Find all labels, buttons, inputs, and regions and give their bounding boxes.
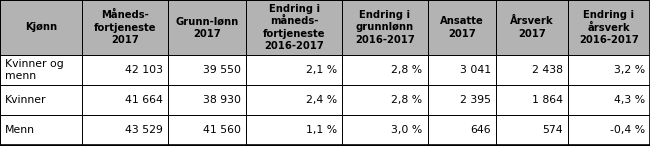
Bar [83,85,168,115]
Bar [496,55,567,85]
Text: 42 103: 42 103 [125,65,163,75]
Bar [428,85,496,115]
Text: Årsverk
2017: Årsverk 2017 [510,16,554,39]
Text: Ansatte
2017: Ansatte 2017 [440,16,484,39]
Text: 1 864: 1 864 [532,95,562,105]
Text: 2 438: 2 438 [532,65,562,75]
Text: 2,8 %: 2,8 % [391,65,423,75]
Text: 1,1 %: 1,1 % [306,125,337,135]
Text: 41 664: 41 664 [125,95,163,105]
Bar [83,55,168,85]
Text: Endring i
grunnlønn
2016-2017: Endring i grunnlønn 2016-2017 [355,10,415,45]
Text: Endring i
måneds-
fortjeneste
2016-2017: Endring i måneds- fortjeneste 2016-2017 [263,4,326,51]
Text: 646: 646 [470,125,491,135]
Bar [83,0,168,55]
Text: Måneds-
fortjeneste
2017: Måneds- fortjeneste 2017 [94,10,157,45]
Text: Endring i
årsverk
2016-2017: Endring i årsverk 2016-2017 [579,10,639,45]
Bar [496,85,567,115]
Bar [567,0,650,55]
Bar [246,85,343,115]
Text: Grunn-lønn
2017: Grunn-lønn 2017 [176,16,239,39]
Bar [428,55,496,85]
Bar [343,85,428,115]
Bar [246,0,343,55]
Bar [428,115,496,145]
Text: 3,2 %: 3,2 % [614,65,645,75]
Bar [168,0,246,55]
Text: 3 041: 3 041 [460,65,491,75]
Bar [168,85,246,115]
Text: Kvinner: Kvinner [5,95,47,105]
Text: 38 930: 38 930 [203,95,241,105]
Bar [246,55,343,85]
Text: 2,1 %: 2,1 % [306,65,337,75]
Text: 39 550: 39 550 [203,65,241,75]
Bar [496,0,567,55]
Text: Kjønn: Kjønn [25,22,57,32]
Bar [168,55,246,85]
Text: 574: 574 [542,125,562,135]
Bar [0,55,83,85]
Text: 3,0 %: 3,0 % [391,125,423,135]
Text: 2 395: 2 395 [460,95,491,105]
Bar [168,115,246,145]
Bar [246,115,343,145]
Bar [428,0,496,55]
Text: 2,8 %: 2,8 % [391,95,423,105]
Bar [567,55,650,85]
Text: Menn: Menn [5,125,35,135]
Bar [567,115,650,145]
Bar [496,115,567,145]
Bar [343,0,428,55]
Bar [343,55,428,85]
Bar [343,115,428,145]
Text: -0,4 %: -0,4 % [610,125,645,135]
Text: 4,3 %: 4,3 % [614,95,645,105]
Bar [0,115,83,145]
Text: Kvinner og
menn: Kvinner og menn [5,59,64,81]
Text: 41 560: 41 560 [203,125,241,135]
Bar [0,85,83,115]
Bar [83,115,168,145]
Bar [567,85,650,115]
Text: 43 529: 43 529 [125,125,163,135]
Bar [0,0,83,55]
Text: 2,4 %: 2,4 % [306,95,337,105]
